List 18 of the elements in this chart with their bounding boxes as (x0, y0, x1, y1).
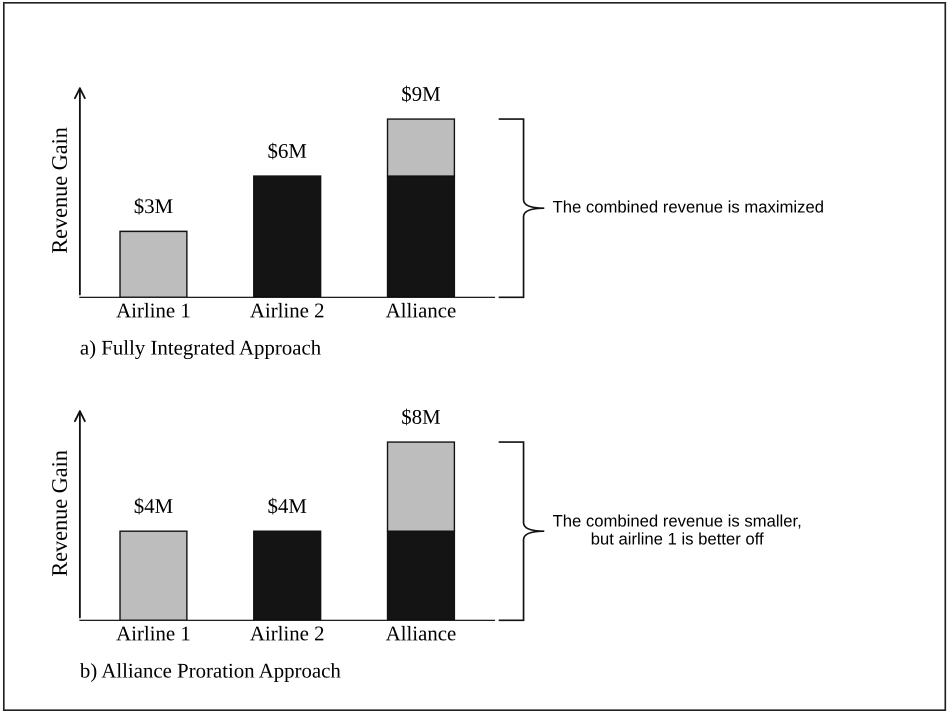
x-tick-label: Airline 2 (250, 302, 324, 318)
x-tick-label: Airline 1 (116, 302, 190, 318)
annotation: $4M (134, 498, 173, 514)
annotation: $3M (134, 198, 173, 215)
x-tick-label: Alliance (386, 302, 456, 318)
text: b) Alliance Proration Approach (80, 663, 341, 682)
y-axis-title: Revenue Gain (52, 450, 68, 576)
annotation: $4M (268, 498, 306, 514)
text: a) Fully Integrated Approach (80, 340, 321, 360)
annotation: $8M (402, 408, 440, 426)
x-tick-label: Alliance (386, 626, 456, 641)
x-tick-label: Airline 2 (250, 626, 324, 641)
x-tick-label: Airline 1 (116, 626, 190, 641)
annotation: $9M (402, 86, 440, 102)
y-axis-title: Revenue Gain (52, 127, 68, 253)
text: The combined revenue is smaller, but airline 1 is better off (552, 514, 800, 545)
annotation: $6M (268, 142, 306, 160)
text: The combined revenue is maximized (552, 200, 823, 213)
